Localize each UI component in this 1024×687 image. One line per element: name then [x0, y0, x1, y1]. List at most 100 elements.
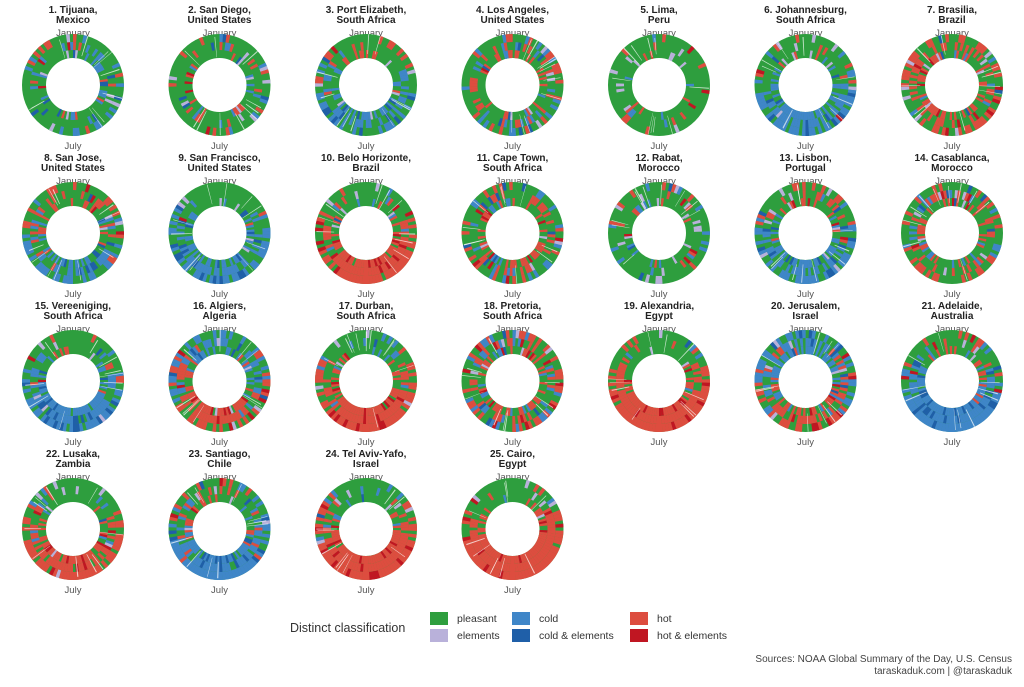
ring-segment	[642, 52, 649, 62]
missing-data-streak	[652, 116, 656, 133]
ring-segment	[763, 238, 772, 244]
missing-data-streak	[394, 365, 414, 372]
missing-data-streak	[104, 369, 121, 375]
ring-segment	[224, 42, 229, 51]
missing-data-streak	[336, 554, 349, 571]
ring-segment	[224, 267, 229, 276]
ring-segment	[341, 400, 349, 408]
ring-segment	[777, 259, 785, 268]
city-subtitle: South Africa	[776, 15, 836, 26]
ring-segment	[514, 119, 519, 128]
ring-segment	[375, 487, 381, 497]
ring-segment	[919, 265, 927, 275]
ring-segment	[205, 405, 211, 414]
month-label-july: July	[797, 141, 814, 152]
ring-segment	[698, 394, 708, 401]
ring-segment	[389, 215, 398, 222]
ring-segment	[949, 189, 953, 199]
ring-segment	[39, 56, 48, 64]
ring-segment	[74, 50, 79, 59]
ring-segment	[175, 204, 184, 212]
city-title: 15. Vereeniging,	[35, 301, 111, 312]
ring-segment	[321, 106, 331, 114]
ring-segment	[927, 418, 935, 428]
month-label-july: July	[65, 141, 82, 152]
ring-segment	[42, 542, 51, 549]
ring-segment	[824, 399, 832, 407]
ring-segment	[58, 413, 64, 423]
ring-segment	[107, 83, 116, 87]
ring-segment	[397, 542, 406, 548]
ring-segment	[527, 124, 534, 133]
ring-segment	[103, 544, 112, 551]
ring-segment	[343, 401, 351, 410]
ring-segment	[514, 259, 518, 268]
ring-segment	[42, 415, 51, 425]
city-title: 21. Adelaide,	[922, 301, 983, 312]
ring-segment	[512, 198, 516, 207]
ring-segment	[658, 407, 662, 417]
missing-data-streak	[369, 330, 372, 349]
ring-segment	[502, 494, 507, 504]
ring-segment	[700, 240, 710, 246]
ring-segment	[365, 259, 369, 269]
ring-segment	[680, 396, 689, 403]
ring-segment	[624, 379, 633, 383]
ring-segment	[542, 507, 552, 514]
ring-segment	[191, 357, 200, 365]
ring-segment	[779, 355, 787, 363]
ring-segment	[631, 397, 639, 405]
ring-segment	[189, 98, 198, 105]
ring-segment	[543, 510, 553, 517]
ring-segment	[327, 409, 337, 418]
ring-segment	[977, 43, 985, 53]
ring-segment	[537, 93, 546, 99]
ring-segment	[83, 256, 90, 266]
ring-segment	[649, 50, 654, 60]
ring-segment	[91, 48, 99, 57]
ring-segment	[822, 122, 830, 132]
ring-segment	[491, 185, 498, 194]
ring-segment	[763, 219, 773, 225]
ring-segment	[168, 523, 177, 528]
ring-segment	[619, 362, 628, 368]
ring-segment	[236, 270, 244, 280]
ring-segment	[244, 515, 253, 521]
ring-segment	[492, 263, 499, 273]
ring-segment	[784, 333, 791, 342]
ring-segment	[351, 570, 358, 579]
ring-segment	[115, 83, 124, 87]
ring-segment	[481, 67, 490, 74]
ring-segment	[371, 554, 376, 564]
missing-data-streak	[647, 331, 653, 354]
ring-segment	[375, 553, 381, 562]
ring-segment	[478, 533, 487, 538]
ring-segment	[400, 236, 409, 241]
ring-segment	[187, 244, 197, 251]
ring-segment	[388, 258, 396, 267]
ring-segment	[383, 122, 390, 132]
ring-segment	[524, 560, 530, 570]
ring-segment	[772, 43, 781, 53]
missing-data-streak	[223, 183, 228, 207]
ring-segment	[641, 412, 648, 422]
ring-segment	[384, 547, 393, 555]
ring-segment	[909, 80, 918, 84]
ring-segment	[385, 545, 394, 553]
ring-segment	[315, 536, 325, 542]
ring-segment	[684, 402, 693, 410]
ring-segment	[765, 259, 774, 268]
ring-segment	[831, 204, 840, 212]
ring-segment	[631, 417, 639, 427]
ring-segment	[696, 399, 705, 407]
ring-segment	[469, 530, 478, 534]
ring-segment	[475, 102, 484, 110]
ring-segment	[315, 523, 324, 528]
ring-segment	[38, 85, 47, 89]
ring-segment	[98, 413, 106, 423]
ring-segment	[840, 86, 849, 90]
legend-swatch-cold-elements	[512, 629, 530, 642]
ring-segment	[112, 542, 122, 549]
ring-segment	[235, 558, 243, 568]
ring-segment	[829, 95, 838, 101]
